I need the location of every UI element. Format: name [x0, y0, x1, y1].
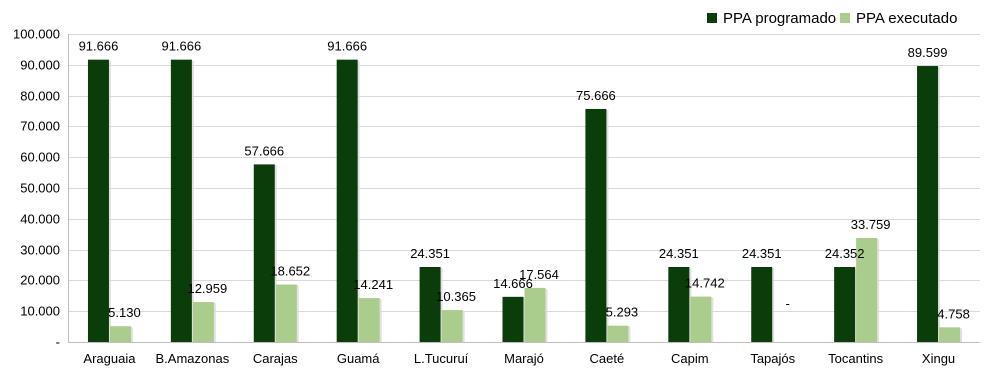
y-tick-label: - — [56, 335, 60, 350]
x-tick-label: Tapajós — [750, 351, 795, 366]
data-label-ppa-executado: 33.759 — [851, 217, 891, 232]
bar-ppa-programado-b-amazonas — [170, 59, 192, 342]
y-tick-label: 70.000 — [20, 119, 60, 134]
data-label-ppa-programado: 57.666 — [244, 143, 284, 158]
data-label-ppa-executado: 4.758 — [937, 306, 970, 321]
y-tick-label: 50.000 — [20, 181, 60, 196]
y-axis-tick-labels: - 10.000 20.000 30.000 40.000 50.000 60.000 70.… — [13, 27, 60, 350]
bar-ppa-programado-tapajos — [751, 266, 773, 342]
x-tick-label: L.Tucuruí — [414, 351, 469, 366]
bar-ppa-programado-xingu — [917, 66, 939, 342]
data-label-ppa-programado: 24.351 — [659, 246, 699, 261]
bars — [87, 59, 963, 342]
bar-ppa-executado-tocantins — [856, 238, 878, 342]
x-tick-label: Carajas — [253, 351, 298, 366]
x-axis-tick-labels: Araguaia B.Amazonas Carajas Guamá L.Tucuruí M… — [83, 351, 955, 366]
legend-swatch-ppa-programado — [707, 13, 717, 23]
y-tick-label: 40.000 — [20, 212, 60, 227]
x-tick-label: Guamá — [337, 351, 380, 366]
bar-ppa-programado-tocantins — [834, 266, 856, 342]
legend-swatch-ppa-executado — [840, 13, 850, 23]
bar-ppa-programado-caete — [585, 108, 607, 342]
bar-ppa-executado-araguaia — [109, 326, 131, 342]
data-label-ppa-programado: 91.666 — [327, 39, 367, 54]
data-label-ppa-programado: 14.666 — [493, 276, 533, 291]
y-tick-label: 30.000 — [20, 243, 60, 258]
x-tick-label: Xingu — [922, 351, 955, 366]
bar-ppa-programado-marajo — [502, 296, 524, 342]
y-tick-label: 90.000 — [20, 58, 60, 73]
data-label-ppa-programado: 91.666 — [79, 39, 119, 54]
x-tick-label: Marajó — [504, 351, 544, 366]
x-tick-label: Tocantins — [828, 351, 883, 366]
bar-ppa-programado-araguaia — [87, 59, 109, 342]
data-label-ppa-programado: 75.666 — [576, 88, 616, 103]
bar-ppa-executado-caete — [607, 325, 629, 342]
gridlines — [68, 34, 980, 312]
bar-ppa-executado-marajo — [524, 287, 546, 342]
bar-ppa-executado-guama — [358, 298, 380, 342]
data-label-ppa-programado: 89.599 — [908, 45, 948, 60]
data-label-ppa-executado: 14.742 — [685, 276, 725, 291]
y-tick-label: 100.000 — [13, 27, 60, 42]
x-tick-label: Araguaia — [83, 351, 136, 366]
y-tick-label: 80.000 — [20, 89, 60, 104]
x-tick-label: Caeté — [590, 351, 625, 366]
y-tick-label: 20.000 — [20, 273, 60, 288]
bar-ppa-programado-guama — [336, 59, 358, 342]
bar-ppa-executado-xingu — [939, 327, 961, 342]
data-label-ppa-executado: 17.564 — [519, 267, 559, 282]
y-tick-label: 10.000 — [20, 304, 60, 319]
data-label-ppa-programado: 91.666 — [161, 39, 201, 54]
legend: PPA programado PPA executado — [707, 10, 957, 27]
data-label-ppa-executado: 14.241 — [353, 277, 393, 292]
data-label-ppa-executado: 10.365 — [436, 289, 476, 304]
legend-label-ppa-executado: PPA executado — [856, 10, 957, 27]
y-tick-label: 60.000 — [20, 150, 60, 165]
data-label-ppa-executado: - — [786, 296, 790, 311]
legend-label-ppa-programado: PPA programado — [723, 10, 836, 27]
bar-ppa-executado-carajas — [275, 284, 297, 342]
bar-ppa-programado-l-tucurui — [419, 266, 441, 342]
bar-ppa-executado-b-amazonas — [192, 302, 214, 342]
bar-ppa-executado-l-tucurui — [441, 310, 463, 342]
data-labels: 91.666 5.130 91.666 12.959 57.666 18.652 91.66… — [79, 39, 970, 322]
data-label-ppa-programado: 24.351 — [410, 246, 450, 261]
data-label-ppa-executado: 5.293 — [606, 305, 639, 320]
x-tick-label: B.Amazonas — [156, 351, 230, 366]
data-label-ppa-programado: 24.352 — [825, 246, 865, 261]
data-label-ppa-executado: 18.652 — [270, 264, 310, 279]
bar-ppa-programado-carajas — [253, 164, 275, 342]
data-label-ppa-programado: 24.351 — [742, 246, 782, 261]
data-label-ppa-executado: 5.130 — [108, 305, 141, 320]
x-tick-label: Capim — [671, 351, 709, 366]
bar-ppa-executado-capim — [690, 296, 712, 342]
bar-ppa-programado-capim — [668, 266, 690, 342]
data-label-ppa-executado: 12.959 — [187, 281, 227, 296]
